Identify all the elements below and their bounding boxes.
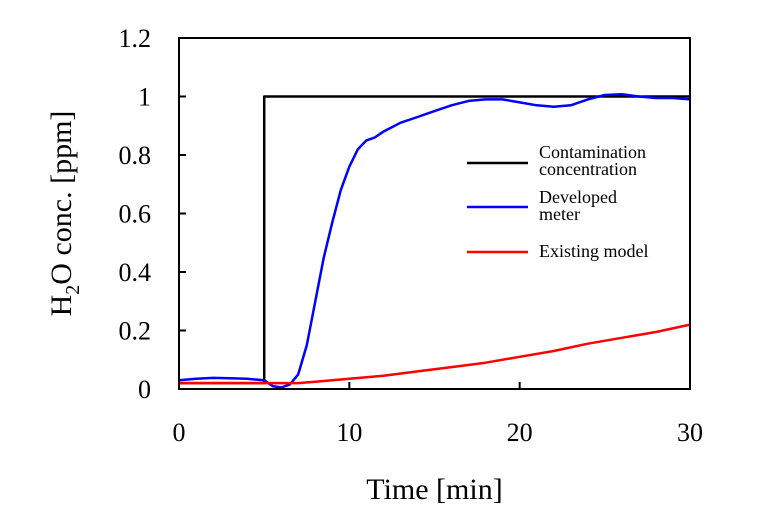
series-line-1 xyxy=(178,92,691,389)
y-tick-label: 1.2 xyxy=(119,24,152,53)
x-tick-label: 10 xyxy=(336,418,362,447)
x-tick-label: 0 xyxy=(173,418,186,447)
y-axis-title-suffix: O conc. [ppm] xyxy=(45,111,78,285)
y-tick-label: 0 xyxy=(138,375,151,404)
legend-label-1: Developed xyxy=(539,187,617,207)
y-tick-label: 0.4 xyxy=(119,258,152,287)
series-layer xyxy=(178,92,691,389)
y-tick-label: 0.2 xyxy=(119,317,152,346)
plot-frame xyxy=(178,37,691,390)
x-tick-label: 20 xyxy=(507,418,533,447)
x-axis-title: Time [min] xyxy=(366,473,502,506)
x-tick-label: 30 xyxy=(677,418,703,447)
ticks-layer: 0 0.2 0.4 0.6 0.8 1 1.2 0 10 20 30 xyxy=(119,24,704,447)
legend-label-2: Existing model xyxy=(539,241,649,261)
y-tick-label: 0.6 xyxy=(119,200,152,229)
legend-label-0: Contamination xyxy=(539,142,646,162)
y-tick-label: 1 xyxy=(138,83,151,112)
legend-label-1: meter xyxy=(539,204,580,224)
y-axis-title-prefix: H xyxy=(45,295,78,317)
y-axis-title: H2O conc. [ppm] xyxy=(45,111,84,317)
series-line-2 xyxy=(179,323,691,385)
y-tick-label: 0.8 xyxy=(119,141,152,170)
legend-label-0: concentration xyxy=(539,159,637,179)
y-axis-title-subscript: 2 xyxy=(62,285,84,295)
